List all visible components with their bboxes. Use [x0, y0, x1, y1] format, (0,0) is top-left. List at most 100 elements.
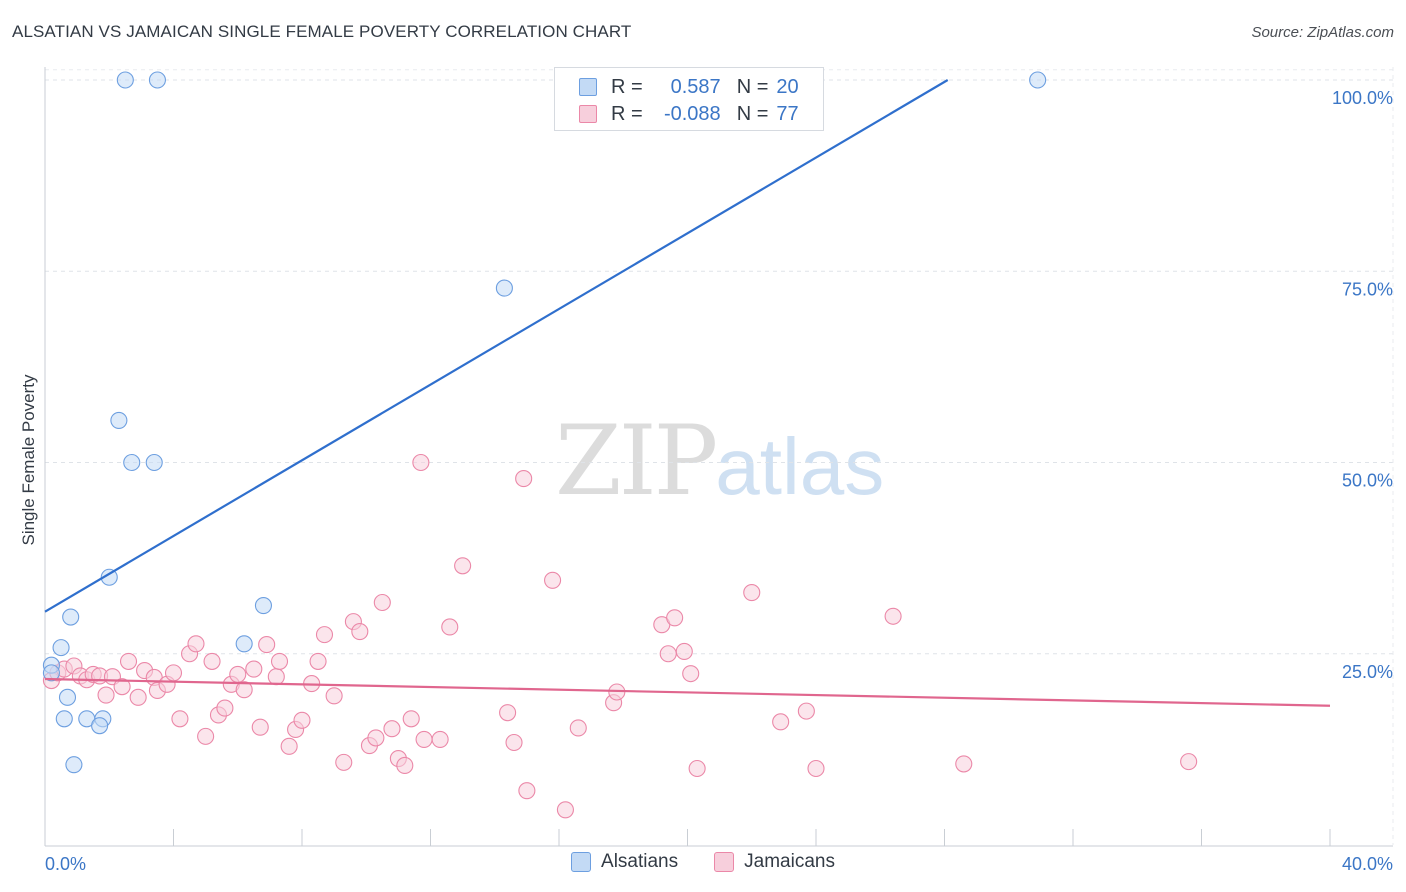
data-point-jamaicans	[367, 729, 385, 747]
correlation-legend: R = 0.587 N = 20 R = -0.088 N = 77	[554, 67, 824, 131]
data-point-jamaicans	[258, 636, 276, 654]
data-point-alsatians	[91, 717, 109, 735]
data-point-jamaicans	[235, 681, 253, 699]
data-point-alsatians	[145, 453, 163, 472]
legend-r-value-alsatians: 0.587	[670, 75, 721, 98]
data-point-jamaicans	[743, 583, 761, 602]
legend-n-value-jamaicans: 77	[776, 102, 799, 125]
data-point-jamaicans	[171, 710, 189, 728]
data-point-jamaicans	[245, 660, 263, 678]
series-swatch-jamaicans	[714, 852, 735, 872]
data-point-jamaicans	[203, 652, 221, 670]
data-point-jamaicans	[270, 652, 289, 670]
data-point-alsatians	[254, 597, 273, 615]
series-legend-label-jamaicans: Jamaicans	[744, 851, 835, 872]
data-point-jamaicans	[955, 755, 973, 773]
data-point-jamaicans	[556, 801, 574, 819]
data-point-alsatians	[52, 639, 70, 657]
data-point-jamaicans	[325, 687, 343, 705]
data-point-alsatians	[116, 71, 134, 89]
data-point-alsatians	[148, 71, 166, 89]
data-point-jamaicans	[216, 699, 234, 717]
data-point-alsatians	[235, 635, 253, 653]
data-point-jamaicans	[441, 618, 459, 636]
gridlines	[45, 67, 1394, 845]
tick-labels: 25.0% 50.0% 75.0% 100.0% 0.0% 40.0%	[45, 88, 1393, 874]
series-legend-jamaicans: Jamaicans	[714, 851, 835, 873]
data-point-jamaicans	[119, 652, 138, 670]
data-point-jamaicans	[129, 688, 147, 706]
data-point-jamaicans	[682, 665, 700, 683]
legend-n-value-alsatians: 20	[776, 75, 799, 98]
data-point-jamaicans	[293, 711, 311, 729]
data-point-jamaicans	[807, 759, 825, 778]
data-point-jamaicans	[335, 753, 353, 771]
watermark-atlas: atlas	[715, 422, 885, 511]
data-point-jamaicans	[412, 453, 430, 472]
data-point-jamaicans	[383, 720, 401, 738]
data-point-alsatians	[110, 411, 128, 429]
axes	[44, 67, 1393, 847]
data-point-alsatians	[65, 756, 83, 774]
data-point-jamaicans	[515, 470, 533, 488]
data-point-jamaicans	[884, 607, 902, 625]
trend-line-jamaicans	[44, 677, 1331, 707]
x-tick-label: 40.0%	[1342, 854, 1393, 874]
data-point-jamaicans	[351, 623, 369, 641]
data-point-jamaicans	[309, 652, 327, 670]
data-point-jamaicans	[544, 571, 562, 589]
data-point-jamaicans	[315, 626, 334, 644]
data-point-jamaicans	[396, 756, 414, 774]
data-point-jamaicans	[454, 557, 472, 575]
data-point-jamaicans	[402, 710, 420, 728]
data-point-jamaicans	[675, 642, 693, 661]
legend-swatch-alsatians	[579, 78, 597, 96]
data-point-alsatians	[100, 568, 118, 586]
legend-swatch-jamaicans	[579, 105, 597, 123]
data-point-jamaicans	[666, 609, 684, 627]
data-point-jamaicans	[1180, 753, 1198, 771]
legend-row-jamaicans: R = -0.088 N = 77	[579, 101, 799, 127]
data-point-alsatians	[42, 664, 60, 682]
data-point-jamaicans	[505, 733, 523, 752]
data-point-jamaicans	[280, 737, 298, 755]
data-point-jamaicans	[251, 718, 269, 736]
legend-row-alsatians: R = 0.587 N = 20	[579, 74, 799, 100]
data-point-jamaicans	[499, 704, 517, 722]
data-point-jamaicans	[772, 713, 790, 731]
data-point-jamaicans	[797, 702, 815, 720]
data-point-jamaicans	[569, 719, 587, 737]
data-point-alsatians	[55, 710, 73, 728]
data-point-jamaicans	[688, 759, 706, 778]
y-tick-label: 50.0%	[1342, 471, 1393, 491]
legend-n-label: N =	[736, 75, 769, 98]
legend-r-label: R =	[611, 102, 643, 125]
data-point-jamaicans	[659, 645, 677, 663]
x-tick-label: 0.0%	[45, 854, 86, 874]
legend-r-label: R =	[611, 75, 643, 98]
data-point-alsatians	[123, 453, 141, 472]
data-point-jamaicans	[518, 782, 536, 800]
data-point-jamaicans	[373, 593, 391, 612]
data-points	[42, 71, 1198, 819]
data-point-jamaicans	[164, 664, 183, 682]
legend-n-label: N =	[736, 102, 769, 125]
trend-line-alsatians	[44, 79, 949, 613]
y-tick-label: 75.0%	[1342, 279, 1393, 299]
series-legend-alsatians: Alsatians	[571, 851, 678, 873]
data-point-jamaicans	[229, 665, 247, 683]
series-swatch-alsatians	[571, 852, 592, 872]
series-legend-label-alsatians: Alsatians	[601, 851, 679, 872]
data-point-alsatians	[58, 688, 77, 706]
series-legend: Alsatians Jamaicans	[0, 851, 1406, 873]
source-label: Source: ZipAtlas.com	[1251, 24, 1394, 41]
watermark: ZIPatlas	[555, 405, 884, 517]
data-point-alsatians	[62, 608, 80, 626]
legend-r-value-jamaicans: -0.088	[663, 102, 721, 125]
data-point-jamaicans	[267, 668, 285, 686]
y-tick-label: 25.0%	[1342, 662, 1393, 682]
data-point-jamaicans	[97, 686, 115, 704]
data-point-jamaicans	[415, 730, 433, 748]
y-tick-label: 100.0%	[1332, 88, 1393, 108]
